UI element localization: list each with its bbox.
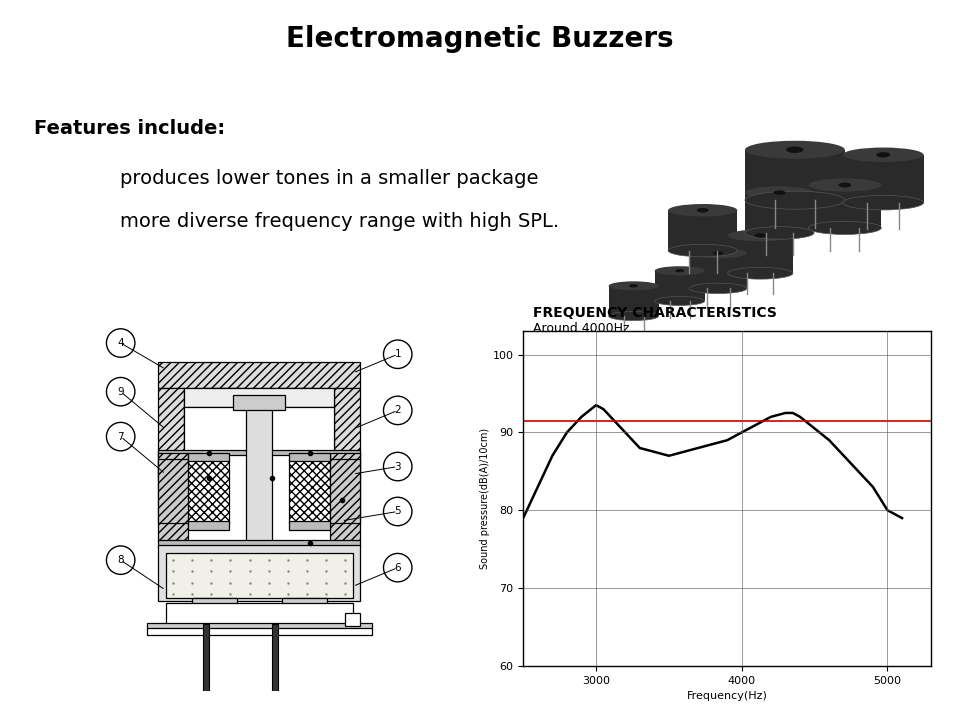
Ellipse shape bbox=[843, 148, 924, 162]
Ellipse shape bbox=[609, 312, 659, 320]
Ellipse shape bbox=[697, 208, 708, 212]
Ellipse shape bbox=[689, 248, 747, 258]
Bar bbox=[281, 598, 326, 605]
Text: 2: 2 bbox=[395, 405, 401, 415]
Bar bbox=[158, 539, 360, 547]
Bar bbox=[745, 150, 845, 200]
Bar bbox=[184, 388, 334, 407]
Text: FREQUENCY CHARACTERISTICS: FREQUENCY CHARACTERISTICS bbox=[533, 307, 777, 320]
Ellipse shape bbox=[838, 183, 852, 187]
Bar bbox=[184, 407, 334, 451]
Bar bbox=[843, 155, 924, 203]
Text: 9: 9 bbox=[117, 387, 124, 397]
Ellipse shape bbox=[713, 251, 723, 255]
Ellipse shape bbox=[786, 146, 804, 153]
Ellipse shape bbox=[668, 204, 737, 217]
Bar bbox=[334, 388, 360, 478]
Bar bbox=[147, 623, 372, 629]
Bar bbox=[204, 624, 208, 720]
Bar bbox=[278, 388, 315, 407]
Bar bbox=[808, 185, 881, 228]
Ellipse shape bbox=[675, 269, 684, 272]
Text: 7: 7 bbox=[117, 431, 124, 441]
Bar bbox=[166, 603, 353, 624]
Bar bbox=[204, 388, 240, 407]
Bar bbox=[609, 286, 659, 316]
Bar bbox=[166, 553, 353, 598]
Text: 3: 3 bbox=[395, 462, 401, 472]
Bar bbox=[188, 521, 229, 530]
Ellipse shape bbox=[808, 179, 881, 192]
Bar bbox=[158, 450, 360, 455]
Bar bbox=[346, 613, 360, 626]
Ellipse shape bbox=[668, 244, 737, 257]
Bar bbox=[745, 192, 814, 233]
Bar bbox=[655, 271, 705, 301]
Ellipse shape bbox=[745, 186, 814, 199]
Ellipse shape bbox=[808, 221, 881, 235]
Text: produces lower tones in a smaller package: produces lower tones in a smaller packag… bbox=[120, 169, 539, 188]
Text: 4: 4 bbox=[117, 338, 124, 348]
Ellipse shape bbox=[728, 230, 793, 241]
Text: 8: 8 bbox=[117, 555, 124, 565]
Bar bbox=[233, 395, 285, 410]
Bar bbox=[188, 454, 229, 461]
Ellipse shape bbox=[774, 190, 785, 195]
Bar bbox=[330, 454, 360, 541]
Text: 5: 5 bbox=[395, 506, 401, 516]
Text: 6: 6 bbox=[395, 562, 401, 572]
Ellipse shape bbox=[876, 152, 890, 158]
Bar bbox=[158, 388, 184, 478]
Bar bbox=[147, 629, 372, 635]
Y-axis label: Sound pressure(dB(A)/10cm): Sound pressure(dB(A)/10cm) bbox=[480, 428, 490, 570]
Bar bbox=[728, 235, 793, 273]
Ellipse shape bbox=[755, 233, 766, 238]
Bar bbox=[188, 459, 229, 523]
Bar bbox=[158, 459, 188, 523]
X-axis label: Frequency(Hz): Frequency(Hz) bbox=[686, 691, 768, 701]
Bar bbox=[668, 210, 737, 251]
Text: Electromagnetic Buzzers: Electromagnetic Buzzers bbox=[286, 25, 674, 53]
Bar bbox=[289, 459, 330, 523]
Ellipse shape bbox=[745, 140, 845, 159]
Bar bbox=[289, 454, 330, 461]
Bar bbox=[158, 361, 360, 388]
Ellipse shape bbox=[629, 284, 638, 287]
Bar bbox=[289, 521, 330, 530]
Ellipse shape bbox=[843, 195, 924, 210]
Ellipse shape bbox=[689, 283, 747, 294]
Bar bbox=[689, 253, 747, 288]
Text: 1: 1 bbox=[395, 349, 401, 359]
Ellipse shape bbox=[655, 266, 705, 275]
Text: Features include:: Features include: bbox=[34, 119, 225, 138]
Text: more diverse frequency range with high SPL.: more diverse frequency range with high S… bbox=[120, 212, 559, 231]
Bar bbox=[158, 545, 360, 601]
Text: Around 4000Hz: Around 4000Hz bbox=[533, 322, 630, 335]
Ellipse shape bbox=[609, 282, 659, 290]
Bar bbox=[273, 624, 278, 720]
Bar bbox=[246, 399, 273, 541]
Ellipse shape bbox=[655, 297, 705, 305]
Ellipse shape bbox=[728, 267, 793, 279]
Bar bbox=[192, 598, 237, 605]
Bar bbox=[330, 459, 360, 523]
Ellipse shape bbox=[745, 191, 845, 210]
Bar bbox=[158, 454, 188, 541]
Ellipse shape bbox=[745, 227, 814, 239]
